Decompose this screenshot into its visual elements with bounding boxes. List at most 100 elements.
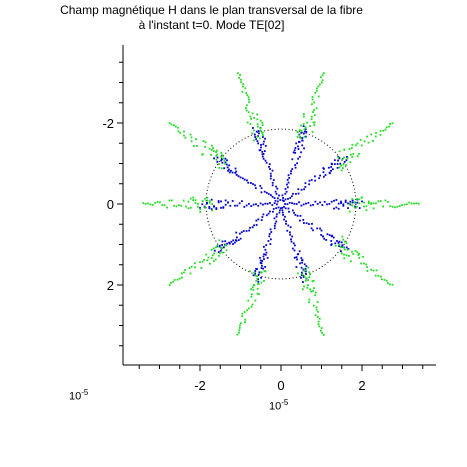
blue-point (316, 227, 319, 230)
blue-point (222, 206, 225, 209)
blue-point (220, 200, 222, 203)
blue-point (290, 240, 293, 243)
blue-point (250, 182, 252, 184)
green-point (384, 128, 387, 131)
green-point (192, 196, 195, 199)
green-point (338, 150, 341, 153)
blue-point (303, 263, 306, 266)
y-tick-label: -2 (102, 116, 114, 131)
blue-point (257, 280, 260, 283)
blue-point (319, 227, 321, 230)
blue-point (239, 237, 242, 240)
blue-point (245, 230, 248, 232)
blue-point (254, 187, 257, 190)
green-point (317, 95, 320, 98)
blue-point (340, 245, 343, 248)
blue-point (234, 167, 237, 170)
green-point (183, 130, 185, 133)
green-point (388, 283, 391, 286)
blue-point (340, 241, 343, 244)
green-point (309, 288, 312, 291)
green-point (417, 202, 420, 205)
blue-point (262, 245, 265, 248)
green-point (247, 299, 250, 302)
green-point (173, 204, 176, 207)
blue-point (303, 222, 305, 224)
blue-point (282, 214, 284, 216)
blue-point (228, 168, 230, 171)
green-point (312, 279, 315, 282)
green-point (365, 209, 368, 212)
blue-point (241, 200, 243, 203)
blue-point (340, 250, 342, 253)
green-point (310, 118, 313, 120)
green-point (256, 118, 259, 121)
green-point (348, 147, 351, 150)
blue-point (289, 233, 292, 236)
green-point (260, 271, 262, 274)
green-point (204, 197, 206, 200)
green-point (308, 271, 311, 274)
blue-point (284, 192, 287, 195)
green-point (188, 267, 191, 269)
green-point (259, 127, 262, 130)
green-point (312, 290, 314, 292)
green-point (340, 169, 343, 172)
green-point (168, 199, 171, 202)
blue-point (300, 131, 303, 134)
blue-point (271, 195, 274, 198)
green-point (256, 292, 259, 295)
green-point (375, 131, 377, 134)
green-point (307, 266, 310, 269)
green-point (351, 143, 354, 146)
blue-point (287, 197, 289, 200)
blue-point (252, 274, 255, 277)
green-point (391, 122, 394, 125)
green-point (354, 144, 357, 147)
green-point (219, 252, 221, 255)
green-point (252, 284, 255, 286)
blue-point (314, 175, 316, 178)
green-point (144, 202, 147, 205)
blue-point (281, 199, 284, 202)
blue-point (342, 203, 345, 206)
blue-point (274, 190, 277, 193)
green-point (334, 244, 337, 247)
green-point (202, 140, 205, 142)
green-point (256, 125, 259, 128)
blue-point (267, 193, 270, 195)
green-point (253, 139, 255, 142)
green-point (321, 79, 324, 82)
green-point (303, 275, 306, 278)
green-point (352, 153, 355, 155)
green-point (213, 252, 216, 255)
blue-point (302, 268, 305, 271)
green-point (302, 123, 305, 125)
blue-point (251, 226, 254, 229)
blue-point (330, 244, 333, 246)
green-point (363, 205, 365, 208)
blue-point (264, 137, 266, 140)
green-point (212, 150, 215, 152)
blue-point (255, 267, 257, 270)
blue-point (336, 163, 339, 165)
blue-point (347, 202, 349, 205)
blue-point (249, 226, 251, 229)
blue-point (262, 213, 265, 216)
green-point (350, 147, 353, 149)
blue-point (336, 166, 339, 169)
blue-point (284, 207, 287, 210)
blue-point (263, 190, 266, 193)
blue-point (276, 187, 279, 190)
blue-point (285, 220, 287, 223)
green-point (221, 251, 224, 254)
blue-point (287, 181, 290, 184)
blue-point (322, 175, 325, 178)
blue-point (308, 179, 311, 182)
blue-point (215, 208, 218, 210)
green-point (375, 269, 378, 272)
blue-point (271, 181, 274, 184)
blue-point (332, 236, 335, 239)
blue-point (361, 200, 363, 203)
green-point (356, 205, 358, 208)
